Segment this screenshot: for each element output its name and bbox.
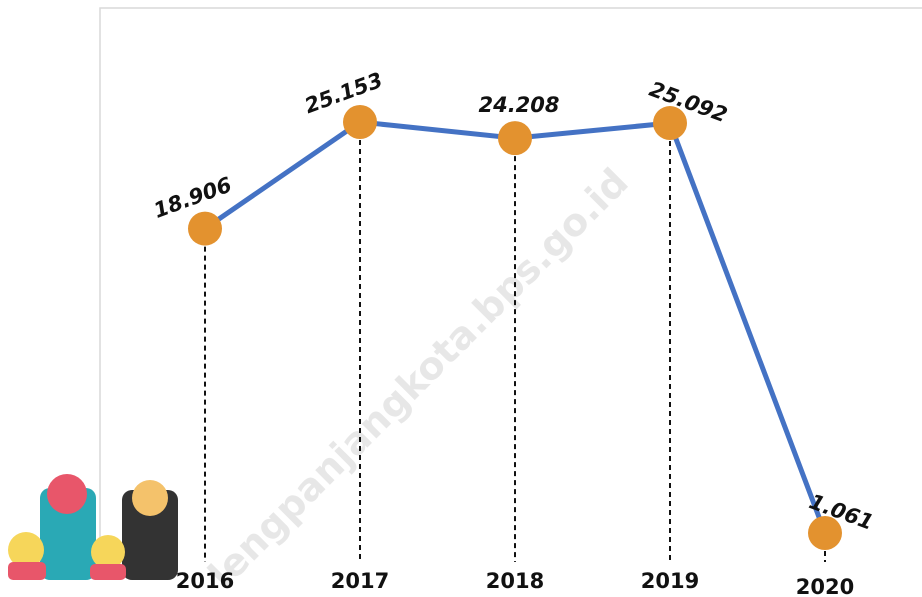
x-tick-label: 2020 <box>796 575 854 597</box>
x-tick-label: 2016 <box>176 569 234 593</box>
illustration <box>8 474 178 580</box>
x-tick-label: 2017 <box>331 569 389 593</box>
value-label: 25.153 <box>301 68 385 118</box>
marker <box>808 516 842 550</box>
marker <box>343 105 377 139</box>
watermark: lengpanjangkota.bps.go.id <box>200 160 637 597</box>
x-tick-label: 2019 <box>641 569 699 593</box>
x-tick-label: 2018 <box>486 569 544 593</box>
marker <box>188 211 222 246</box>
marker <box>653 106 687 141</box>
marker <box>498 121 532 156</box>
value-label: 24.208 <box>478 93 559 117</box>
plot-frame <box>99 7 922 580</box>
